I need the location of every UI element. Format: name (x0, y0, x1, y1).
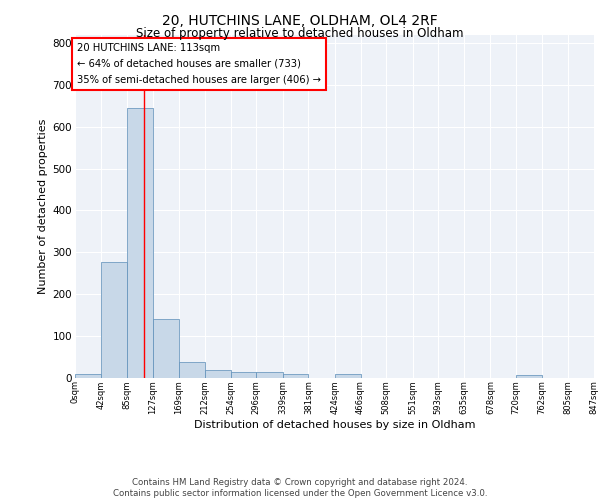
Bar (75, 374, 101, 378)
Bar (230, 372, 256, 378)
Bar (179, 362, 205, 378)
Y-axis label: Number of detached properties: Number of detached properties (38, 118, 49, 294)
Text: 20, HUTCHINS LANE, OLDHAM, OL4 2RF: 20, HUTCHINS LANE, OLDHAM, OL4 2RF (162, 14, 438, 28)
Bar (335, 374, 361, 378)
Bar (101, 262, 127, 378)
Bar (256, 372, 283, 378)
Bar (283, 374, 308, 378)
Bar (153, 319, 179, 378)
Bar (127, 108, 153, 378)
X-axis label: Distribution of detached houses by size in Oldham: Distribution of detached houses by size … (194, 420, 475, 430)
Text: Contains HM Land Registry data © Crown copyright and database right 2024.
Contai: Contains HM Land Registry data © Crown c… (113, 478, 487, 498)
Text: Size of property relative to detached houses in Oldham: Size of property relative to detached ho… (136, 28, 464, 40)
Text: 20 HUTCHINS LANE: 113sqm
← 64% of detached houses are smaller (733)
35% of semi-: 20 HUTCHINS LANE: 113sqm ← 64% of detach… (77, 44, 321, 84)
Bar (205, 370, 230, 378)
Bar (516, 374, 542, 378)
